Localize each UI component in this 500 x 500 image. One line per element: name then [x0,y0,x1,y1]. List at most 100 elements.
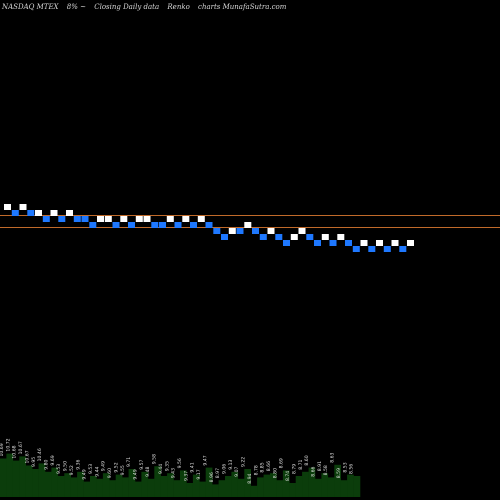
renko-brick-27 [205,222,213,228]
renko-brick-4 [27,210,35,216]
volume-label-34: 8.96 [209,472,215,482]
renko-brick-47 [360,240,368,246]
volume-bar-56 [353,476,361,497]
volume-bar-6 [32,469,39,497]
volume-label-26: 9.44 [158,464,164,474]
renko-brick-17 [128,222,135,228]
volume-label-39: 9.22 [241,457,247,467]
renko-brick-2 [11,210,19,216]
renko-brick-36 [275,234,283,240]
renko-brick-51 [391,240,399,246]
source-label: charts MunafaSutra.com [198,3,287,11]
volume-bar-31 [192,474,200,497]
renko-brick-14 [104,216,112,222]
volume-bar-20 [122,477,129,497]
renko-brick-40 [306,234,314,240]
volume-label-30: 9.37 [183,471,189,481]
volume-label-46: 8.74 [285,471,291,481]
volume-label-11: 9.50 [63,461,69,471]
volume-bar-53 [334,464,341,497]
volume-label-36: 9.06 [222,464,228,474]
renko-brick-5 [35,210,42,216]
volume-label-16: 9.44 [94,466,100,476]
volume-label-4: 10.67 [18,441,24,454]
volume-label-10: 9.53 [56,464,62,474]
renko-brick-19 [143,216,151,222]
volume-bar-22 [135,481,142,497]
volume-label-18: 9.60 [107,468,113,478]
volume-label-52: 8.58 [323,465,329,475]
renko-brick-48 [368,246,376,252]
renko-brick-20 [151,222,159,228]
renko-brick-13 [97,216,104,222]
renko-brick-23 [174,222,182,228]
renko-brick-15 [112,222,120,228]
volume-bar-15 [90,476,97,497]
volume-label-54: 8.59 [336,468,342,478]
volume-bar-35 [218,480,226,497]
volume-label-35: 8.97 [215,468,221,478]
volume-bar-29 [180,470,187,497]
renko-brick-42 [321,234,329,240]
volume-label-41: 8.78 [253,465,259,475]
volume-bar-12 [70,477,78,497]
volume-bar-16 [96,478,104,497]
volume-bar-32 [199,481,206,497]
volume-label-1: 10.69 [0,443,5,456]
volume-label-9: 9.69 [50,455,56,465]
renko-brick-6 [42,216,50,222]
volume-bar-54 [340,480,348,497]
volume-label-48: 8.71 [298,459,304,469]
volume-bar-49 [308,467,316,497]
renko-brick-37 [283,240,290,246]
volume-bar-43 [270,473,277,497]
volume-label-5: 10.67 [24,450,30,463]
volume-bar-28 [173,480,181,497]
volume-label-7: 10.46 [37,448,43,461]
renko-brick-8 [58,216,66,222]
volume-bar-42 [263,474,271,497]
volume-bar-46 [289,483,296,497]
volume-bar-52 [327,477,335,497]
renko-brick-12 [89,222,97,228]
volume-label-24: 9.48 [145,466,151,476]
symbol-label: NASDAQ MTEX [2,3,59,11]
volume-label-50: 8.66 [311,466,317,476]
volume-bar-37 [231,471,239,497]
volume-bar-4 [19,456,26,497]
volume-label-47: 8.79 [291,464,297,474]
change-label: 8% ~ [66,3,86,11]
volume-bar-27 [167,473,174,497]
volume-label-29: 9.56 [177,458,183,468]
renko-brick-30 [228,228,236,234]
volume-bar-9 [51,467,59,497]
renko-brick-33 [252,228,259,234]
volume-bar-13 [77,471,84,497]
renko-brick-44 [337,234,345,240]
renko-brick-46 [352,246,360,252]
volume-label-31: 9.41 [190,462,196,472]
volume-bar-24 [147,478,155,497]
volume-bar-2 [6,453,14,497]
renko-brick-7 [50,210,58,216]
volume-bar-23 [141,471,149,497]
renko-brick-31 [236,228,244,234]
volume-bar-26 [160,476,168,497]
renko-brick-35 [267,228,275,234]
volume-label-45: 8.69 [279,458,285,468]
volume-bar-21 [128,469,136,497]
volume-label-17: 9.49 [101,461,107,471]
volume-bar-5 [25,465,33,497]
volume-label-21: 9.71 [126,457,132,467]
volume-bar-44 [276,480,284,497]
volume-bar-14 [83,481,91,497]
volume-bar-39 [244,469,251,497]
volume-label-42: 8.85 [260,462,266,472]
volume-bar-50 [315,478,322,497]
volume-bar-38 [237,478,245,497]
volume-label-32: 9.17 [196,469,202,479]
volume-label-12: 9.52 [69,465,75,475]
renko-brick-10 [73,216,81,222]
volume-label-38: 9.07 [234,466,240,476]
